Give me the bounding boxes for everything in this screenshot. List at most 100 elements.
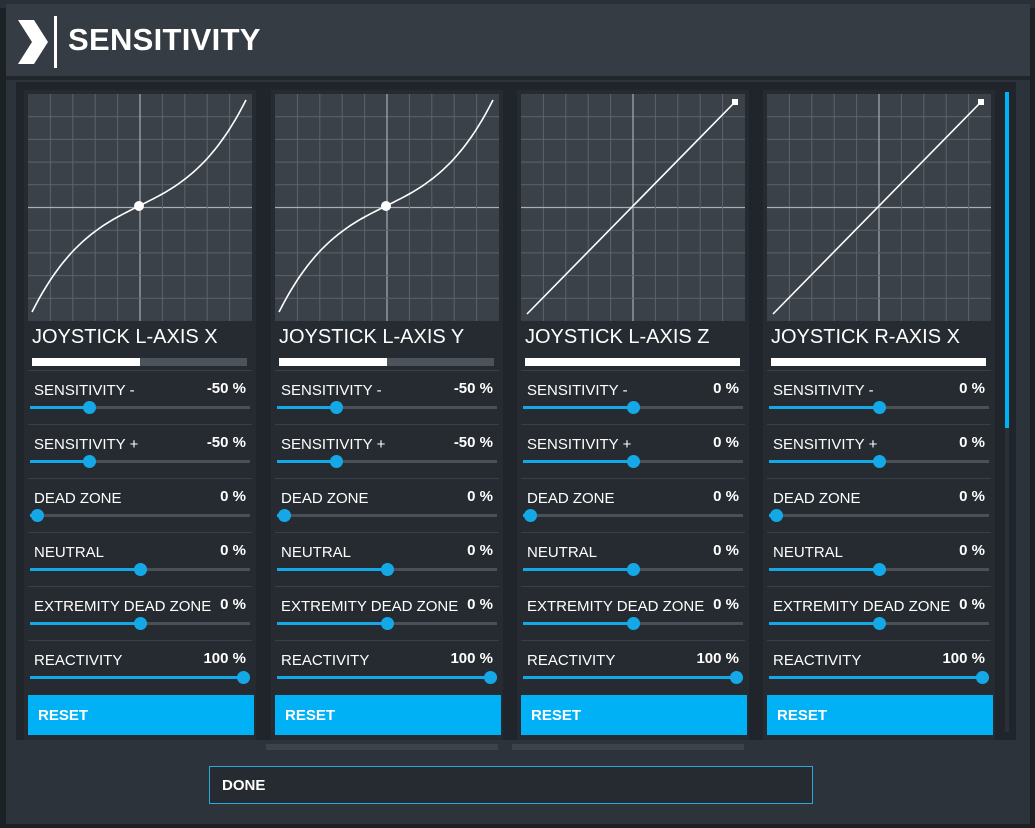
divider	[521, 532, 745, 533]
slider-handle[interactable]	[769, 509, 783, 522]
slider-handle[interactable]	[134, 617, 147, 630]
slider-fill	[523, 460, 633, 463]
slider-handle[interactable]	[134, 563, 147, 576]
slider-handle[interactable]	[730, 671, 744, 684]
setting-value: 0 %	[959, 380, 985, 397]
slider-track[interactable]	[523, 455, 743, 468]
slider-track[interactable]	[769, 617, 989, 630]
slider-handle[interactable]	[873, 401, 886, 414]
panels-area: JOYSTICK L-AXIS X SENSITIVITY - -50 % SE…	[16, 82, 1016, 740]
setting-value: 0 %	[959, 596, 985, 613]
setting-extremity-dead-zone: EXTREMITY DEAD ZONE 0 %	[767, 586, 991, 638]
slider-handle[interactable]	[627, 455, 640, 468]
slider-handle[interactable]	[873, 617, 886, 630]
slider-track[interactable]	[523, 401, 743, 414]
slider-track[interactable]	[30, 563, 250, 576]
slider-handle[interactable]	[30, 509, 44, 522]
slider-handle[interactable]	[873, 455, 886, 468]
slider-handle[interactable]	[330, 401, 344, 414]
setting-label: NEUTRAL	[281, 544, 352, 561]
setting-reactivity: REACTIVITY 100 %	[767, 640, 991, 692]
slider-track[interactable]	[30, 401, 250, 414]
reset-button[interactable]: RESET	[521, 695, 747, 735]
setting-dead-zone: DEAD ZONE 0 %	[275, 478, 499, 530]
setting-reactivity: REACTIVITY 100 %	[28, 640, 252, 692]
slider-handle[interactable]	[523, 509, 537, 522]
divider	[767, 532, 991, 533]
divider	[767, 424, 991, 425]
setting-label: SENSITIVITY +	[34, 436, 139, 453]
setting-label: REACTIVITY	[527, 652, 616, 669]
setting-label: DEAD ZONE	[527, 490, 615, 507]
setting-reactivity: REACTIVITY 100 %	[275, 640, 499, 692]
slider-handle[interactable]	[484, 671, 498, 684]
slider-handle[interactable]	[381, 563, 394, 576]
slider-track[interactable]	[277, 671, 498, 684]
slider-handle[interactable]	[627, 401, 640, 414]
slider-handle[interactable]	[627, 563, 640, 576]
slider-track[interactable]	[277, 617, 497, 630]
setting-neutral: NEUTRAL 0 %	[521, 532, 745, 584]
divider	[275, 640, 499, 641]
divider	[767, 370, 991, 371]
setting-neutral: NEUTRAL 0 %	[767, 532, 991, 584]
divider	[521, 586, 745, 587]
slider-track[interactable]	[30, 455, 250, 468]
slider-fill	[277, 676, 491, 679]
divider	[521, 370, 745, 371]
setting-label: REACTIVITY	[773, 652, 862, 669]
divider	[28, 424, 252, 425]
divider	[767, 586, 991, 587]
done-button[interactable]: DONE	[209, 766, 813, 804]
slider-handle[interactable]	[83, 401, 97, 414]
slider-fill	[30, 460, 90, 463]
setting-label: EXTREMITY DEAD ZONE	[527, 598, 705, 615]
slider-track[interactable]	[30, 671, 251, 684]
setting-value: 0 %	[713, 542, 739, 559]
slider-track[interactable]	[523, 617, 743, 630]
slider-handle[interactable]	[237, 671, 251, 684]
slider-track[interactable]	[769, 563, 989, 576]
setting-label: DEAD ZONE	[34, 490, 122, 507]
slider-track[interactable]	[523, 671, 744, 684]
setting-label: NEUTRAL	[773, 544, 844, 561]
slider-track[interactable]	[277, 563, 497, 576]
slider-handle[interactable]	[873, 563, 886, 576]
slider-fill	[30, 568, 140, 571]
setting-value: 0 %	[467, 596, 493, 613]
slider-track[interactable]	[769, 455, 989, 468]
slider-track[interactable]	[769, 401, 989, 414]
slider-track[interactable]	[277, 455, 497, 468]
slider-track[interactable]	[277, 509, 497, 522]
divider	[28, 532, 252, 533]
setting-value: -50 %	[206, 380, 246, 397]
reset-button[interactable]: RESET	[28, 695, 254, 735]
slider-handle[interactable]	[381, 617, 394, 630]
slider-track[interactable]	[769, 671, 990, 684]
slider-handle[interactable]	[83, 455, 97, 468]
slider-track[interactable]	[30, 509, 250, 522]
slider-track[interactable]	[30, 617, 250, 630]
slider-track[interactable]	[523, 509, 743, 522]
slider-track[interactable]	[769, 509, 989, 522]
slider-handle[interactable]	[330, 455, 344, 468]
slider-handle[interactable]	[627, 617, 640, 630]
setting-label: EXTREMITY DEAD ZONE	[281, 598, 459, 615]
slider-track[interactable]	[523, 563, 743, 576]
next-panel-edge	[266, 744, 498, 750]
setting-label: DEAD ZONE	[773, 490, 861, 507]
slider-track[interactable]	[277, 401, 497, 414]
axis-input-fill	[771, 358, 986, 366]
slider-fill	[30, 406, 90, 409]
curve-plot	[767, 94, 991, 321]
setting-value: 0 %	[467, 488, 493, 505]
slider-fill	[30, 622, 140, 625]
axis-input-bar	[525, 358, 740, 366]
setting-sensitivity-minus: SENSITIVITY - 0 %	[521, 370, 745, 422]
slider-handle[interactable]	[277, 509, 291, 522]
slider-handle[interactable]	[976, 671, 990, 684]
scrollbar-thumb[interactable]	[1005, 92, 1009, 428]
setting-label: NEUTRAL	[527, 544, 598, 561]
reset-button[interactable]: RESET	[275, 695, 501, 735]
reset-button[interactable]: RESET	[767, 695, 993, 735]
